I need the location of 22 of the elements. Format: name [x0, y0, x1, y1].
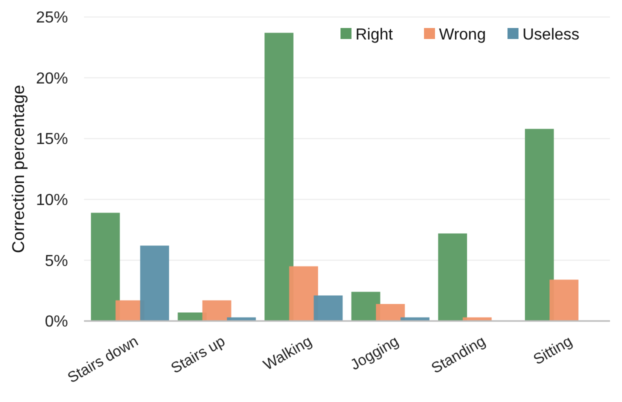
bar	[376, 304, 405, 321]
x-tick-label: Stairs up	[168, 332, 228, 378]
bar	[289, 266, 318, 321]
bar	[550, 280, 578, 321]
bar	[264, 32, 294, 321]
bar	[90, 212, 120, 321]
legend-label: Useless	[522, 26, 580, 44]
y-tick-label: 15%	[36, 131, 68, 148]
y-tick-label: 10%	[36, 192, 68, 209]
bar	[314, 295, 343, 321]
bar	[202, 300, 232, 321]
legend-label: Right	[356, 26, 394, 44]
y-tick-label: 20%	[36, 70, 68, 88]
bar	[524, 128, 554, 321]
y-axis-title: Correction percentage	[9, 84, 28, 254]
y-tick-label: 25%	[36, 10, 68, 27]
bar	[140, 246, 170, 321]
y-tick-label: 5%	[44, 252, 68, 270]
y-tick-label: 0%	[44, 314, 68, 331]
bar	[438, 233, 468, 321]
legend-label: Wrong	[439, 26, 486, 44]
x-tick-label: Stairs down	[64, 332, 142, 387]
